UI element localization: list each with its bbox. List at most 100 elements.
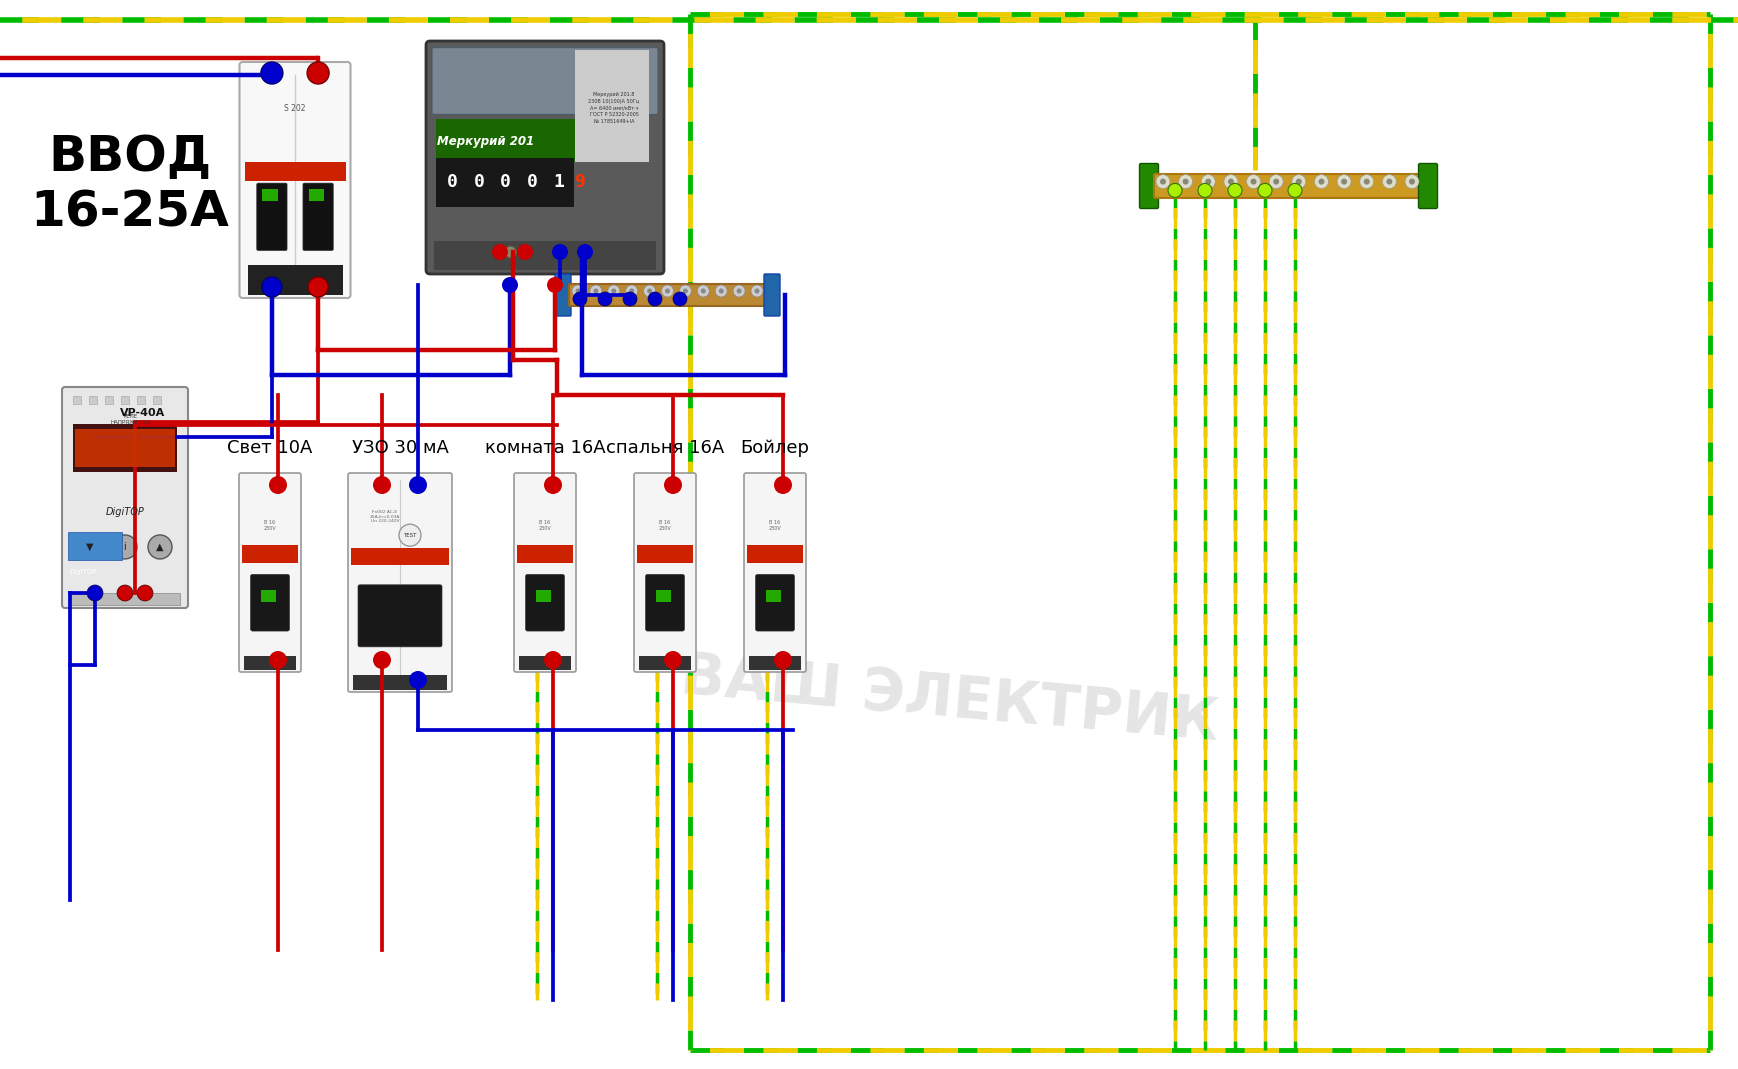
Circle shape [716, 285, 726, 297]
Text: 0: 0 [527, 173, 537, 191]
Circle shape [78, 534, 103, 559]
Circle shape [626, 285, 638, 297]
Bar [261, 590, 276, 602]
Circle shape [643, 285, 655, 297]
Bar [122, 396, 129, 404]
Text: Меркурий 201: Меркурий 201 [436, 136, 534, 149]
Circle shape [773, 476, 793, 494]
Text: S 202: S 202 [285, 104, 306, 113]
Bar [137, 396, 144, 404]
Circle shape [544, 651, 561, 669]
Bar [747, 545, 803, 562]
Bar [104, 396, 113, 404]
Circle shape [408, 671, 428, 690]
Circle shape [1410, 179, 1415, 185]
FancyBboxPatch shape [645, 574, 685, 631]
Bar [537, 590, 551, 602]
Circle shape [1229, 184, 1243, 198]
Text: B 16
230V: B 16 230V [264, 520, 276, 530]
Circle shape [647, 289, 652, 294]
FancyBboxPatch shape [1140, 164, 1159, 208]
Circle shape [598, 292, 612, 306]
Circle shape [148, 534, 172, 559]
Text: DigiTOP: DigiTOP [106, 507, 144, 516]
Circle shape [754, 289, 760, 294]
FancyBboxPatch shape [554, 274, 572, 316]
Bar [89, 396, 97, 404]
Circle shape [662, 285, 674, 297]
Bar [436, 157, 574, 207]
FancyBboxPatch shape [240, 472, 301, 672]
Circle shape [751, 285, 763, 297]
Text: B 16
230V: B 16 230V [539, 520, 551, 530]
Text: РЕЛЕ
НАПРЯЖЕНИЯ: РЕЛЕ НАПРЯЖЕНИЯ [111, 414, 151, 425]
Circle shape [1156, 174, 1170, 188]
FancyBboxPatch shape [1154, 174, 1422, 198]
FancyBboxPatch shape [302, 183, 334, 250]
Circle shape [1251, 179, 1257, 185]
Bar [520, 656, 572, 670]
Circle shape [612, 289, 617, 294]
Circle shape [544, 476, 561, 494]
Circle shape [622, 292, 638, 306]
Circle shape [1178, 174, 1192, 188]
Bar [68, 532, 122, 560]
Bar [70, 593, 181, 605]
Circle shape [262, 277, 282, 297]
Circle shape [400, 524, 421, 546]
Bar [657, 590, 671, 602]
Text: Меркурий 201.8
230В 10(100)А 50Гц
А= 6400 имп/кВт·ч
ГОСТ Р 52320-2005
№ 17851649: Меркурий 201.8 230В 10(100)А 50Гц А= 640… [589, 92, 640, 124]
Bar [766, 590, 780, 602]
Circle shape [1387, 179, 1392, 185]
Bar [243, 656, 295, 670]
Text: спальня 16А: спальня 16А [607, 439, 725, 458]
Bar [153, 396, 162, 404]
Circle shape [492, 244, 507, 260]
Bar [73, 424, 177, 471]
Circle shape [697, 285, 709, 297]
Circle shape [553, 244, 568, 260]
Text: ▲: ▲ [156, 542, 163, 552]
Bar [309, 189, 325, 201]
Text: ▼: ▼ [87, 542, 94, 552]
Circle shape [574, 292, 587, 306]
Bar [245, 161, 346, 181]
Circle shape [1274, 179, 1279, 185]
Circle shape [673, 292, 687, 306]
Bar [75, 429, 176, 467]
Circle shape [1224, 174, 1237, 188]
Text: Свет 10А: Свет 10А [228, 439, 313, 458]
FancyBboxPatch shape [257, 183, 287, 250]
Bar [247, 265, 342, 295]
Text: TEST: TEST [403, 532, 417, 538]
Circle shape [700, 289, 706, 294]
Circle shape [593, 289, 598, 294]
Circle shape [1182, 179, 1189, 185]
Circle shape [664, 651, 681, 669]
Circle shape [547, 277, 563, 293]
Circle shape [648, 292, 662, 306]
Circle shape [502, 277, 518, 293]
Circle shape [1269, 174, 1283, 188]
Text: 0: 0 [474, 173, 485, 191]
Circle shape [666, 289, 671, 294]
Circle shape [773, 651, 793, 669]
Circle shape [589, 285, 601, 297]
Text: 9: 9 [575, 173, 586, 191]
Circle shape [1364, 179, 1370, 185]
Text: 0: 0 [501, 173, 511, 191]
Circle shape [1288, 184, 1302, 198]
Circle shape [1342, 179, 1347, 185]
FancyBboxPatch shape [1418, 164, 1437, 208]
Bar [436, 120, 579, 162]
Circle shape [1291, 174, 1305, 188]
Text: ВВОД
16-25А: ВВОД 16-25А [31, 134, 229, 237]
Circle shape [1314, 174, 1328, 188]
Bar [351, 548, 448, 566]
Circle shape [1297, 179, 1302, 185]
Circle shape [683, 289, 688, 294]
Text: i: i [123, 542, 127, 552]
Circle shape [1204, 179, 1211, 185]
FancyBboxPatch shape [514, 472, 575, 672]
Text: DigiTOP: DigiTOP [70, 569, 97, 575]
